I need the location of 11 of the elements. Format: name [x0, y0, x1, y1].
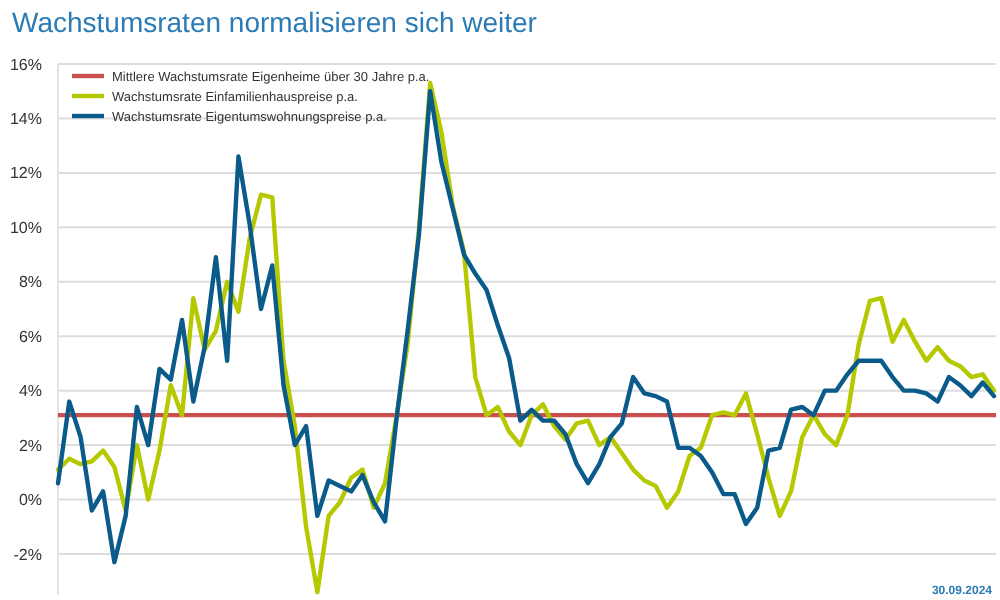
y-tick-label: 8%: [18, 273, 42, 292]
y-tick-label: 0%: [18, 491, 42, 510]
y-tick-label: 4%: [18, 382, 42, 401]
y-tick-label: 10%: [9, 218, 42, 237]
y-tick-label: 6%: [18, 327, 42, 346]
chart-title: Wachstumsraten normalisieren sich weiter: [12, 6, 538, 38]
y-tick-label: -2%: [13, 545, 42, 564]
y-tick-label: 14%: [9, 110, 42, 129]
y-tick-label: 16%: [9, 55, 42, 74]
y-tick-label: 12%: [9, 164, 42, 183]
y-tick-label: 2%: [18, 436, 42, 455]
